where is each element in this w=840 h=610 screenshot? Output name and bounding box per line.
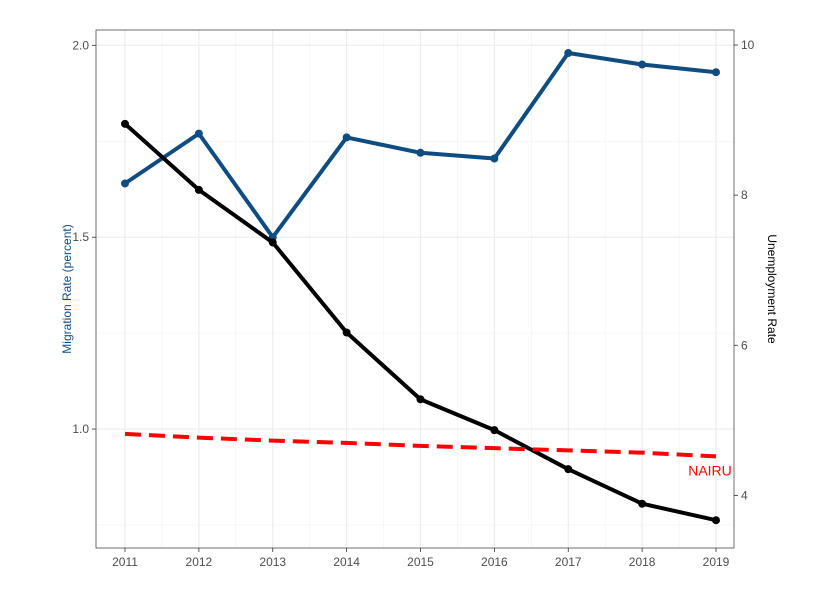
right-y-tick-label: 4 bbox=[741, 488, 748, 502]
plot-border bbox=[95, 29, 735, 549]
right-axis-title: Unemployment Rate bbox=[765, 234, 779, 344]
migration-point-2018 bbox=[638, 60, 647, 69]
x-tick-label: 2016 bbox=[481, 555, 508, 569]
unemployment-point-2017 bbox=[564, 465, 573, 474]
series-layer bbox=[121, 49, 720, 525]
migration-point-2014 bbox=[342, 133, 351, 142]
nairu-line bbox=[124, 431, 717, 459]
x-tick-label: 2017 bbox=[555, 555, 582, 569]
x-tick-label: 2018 bbox=[629, 555, 656, 569]
unemployment-point-2016 bbox=[490, 426, 499, 435]
right-y-tick-label: 6 bbox=[741, 338, 748, 352]
migration-point-2016 bbox=[490, 154, 499, 163]
migration-point-2019 bbox=[712, 68, 720, 77]
tick-labels: 2011 2012 2013 2014 2015 2016 2017 2018 2019 1.0 1… bbox=[72, 38, 754, 569]
nairu-annotation: NAIRU bbox=[688, 462, 732, 478]
right-y-tick-label: 8 bbox=[741, 188, 748, 202]
x-tick-label: 2013 bbox=[259, 555, 286, 569]
migration-point-2011 bbox=[121, 179, 129, 188]
unemployment-point-2013 bbox=[268, 238, 277, 247]
x-tick-label: 2011 bbox=[112, 555, 138, 569]
major-gridlines bbox=[96, 30, 734, 548]
axis-ticks bbox=[92, 44, 738, 552]
migration-point-2017 bbox=[564, 49, 573, 58]
x-tick-label: 2012 bbox=[186, 555, 213, 569]
migration-point-2012 bbox=[194, 129, 203, 138]
unemployment-point-2012 bbox=[194, 185, 203, 194]
x-tick-label: 2019 bbox=[703, 555, 730, 569]
left-y-tick-label: 1.0 bbox=[72, 422, 89, 436]
unemployment-point-2019 bbox=[712, 516, 720, 525]
x-tick-label: 2014 bbox=[333, 555, 360, 569]
left-y-tick-label: 1.5 bbox=[72, 230, 89, 244]
x-tick-label: 2015 bbox=[407, 555, 434, 569]
unemployment-point-2011 bbox=[121, 119, 129, 128]
right-y-tick-label: 10 bbox=[741, 38, 755, 52]
migration-point-2015 bbox=[416, 148, 425, 157]
left-y-tick-label: 2.0 bbox=[72, 38, 89, 52]
unemployment-point-2014 bbox=[342, 328, 351, 337]
plot-background bbox=[96, 30, 734, 548]
left-axis-title: Migration Rate (percent) bbox=[60, 224, 74, 353]
unemployment-point-2018 bbox=[638, 499, 647, 508]
unemployment-point-2015 bbox=[416, 395, 425, 404]
